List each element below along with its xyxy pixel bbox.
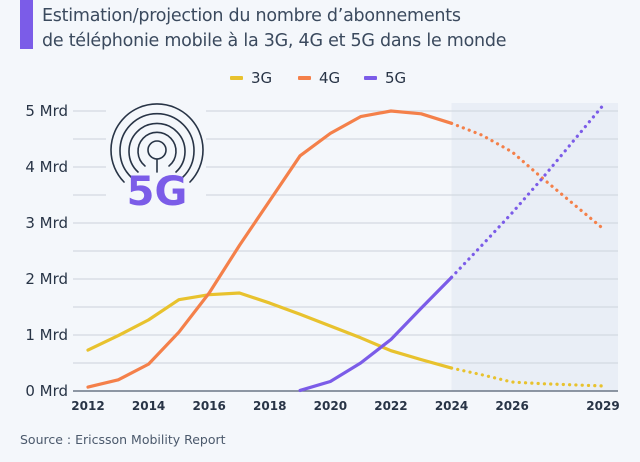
y-axis-ticks: 0 Mrd 1 Mrd 2 Mrd 3 Mrd 4 Mrd 5 Mrd — [25, 102, 68, 400]
series-4g-projection-line — [449, 121, 605, 231]
y-tick-label: 5 Mrd — [25, 102, 68, 120]
series-3g-projection-line — [449, 366, 605, 388]
projection-shade — [451, 103, 618, 391]
x-axis-ticks: 2012 2014 2016 2018 2020 2022 2024 2026 2029 — [71, 399, 619, 413]
x-tick-label: 2022 — [374, 399, 407, 413]
title-accent-bar — [20, 0, 33, 49]
x-tick-label: 2014 — [132, 399, 165, 413]
source-note: Source : Ericsson Mobility Report — [20, 432, 226, 447]
series-4g-actual-line — [86, 109, 454, 389]
chart-title-line-2: de téléphonie mobile à la 3G, 4G et 5G d… — [42, 31, 507, 51]
chart-title: Estimation/projection du nombre d’abonne… — [42, 4, 507, 54]
legend-label-4g: 4G — [319, 69, 341, 87]
legend-swatch-5g — [364, 76, 377, 80]
5g-icon-label: 5G — [127, 169, 188, 215]
x-tick-label: 2029 — [586, 399, 619, 413]
y-tick-label: 4 Mrd — [25, 158, 68, 176]
y-tick-label: 3 Mrd — [25, 214, 68, 232]
series-lines — [86, 103, 605, 393]
5g-antenna-icon: 5G — [110, 103, 204, 215]
y-tick-label: 2 Mrd — [25, 270, 68, 288]
legend-item-5g: 5G — [364, 69, 406, 87]
legend-label-3g: 3G — [251, 69, 273, 87]
series-5g-actual-line — [298, 275, 454, 393]
icon-background — [106, 96, 206, 210]
x-tick-label: 2018 — [253, 399, 286, 413]
x-tick-label: 2016 — [192, 399, 225, 413]
chart-title-line-1: Estimation/projection du nombre d’abonne… — [42, 6, 461, 26]
legend: 3G 4G 5G — [0, 69, 640, 89]
x-tick-label: 2026 — [495, 399, 528, 413]
legend-swatch-3g — [230, 76, 243, 80]
legend-swatch-4g — [298, 76, 311, 80]
y-tick-label: 1 Mrd — [25, 326, 68, 344]
legend-item-3g: 3G — [230, 69, 272, 87]
legend-label-5g: 5G — [385, 69, 407, 87]
series-3g-actual-line — [86, 291, 454, 370]
series-5g-projection-line — [449, 103, 605, 279]
y-tick-label: 0 Mrd — [25, 382, 68, 400]
x-tick-label: 2024 — [435, 399, 468, 413]
legend-item-4g: 4G — [298, 69, 340, 87]
x-tick-label: 2020 — [314, 399, 347, 413]
x-tick-label: 2012 — [71, 399, 104, 413]
